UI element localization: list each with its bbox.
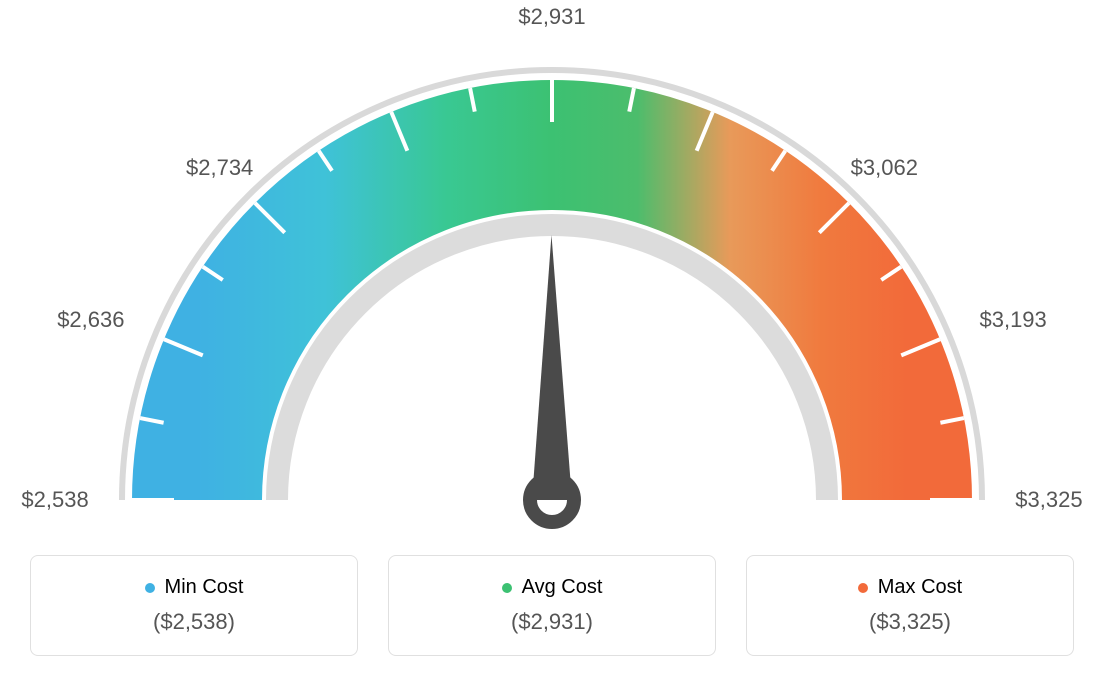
avg-cost-title: Avg Cost [399, 576, 705, 599]
min-cost-label: Min Cost [165, 576, 244, 599]
bullet-icon [858, 583, 868, 593]
gauge-needle [530, 235, 574, 522]
gauge-tick-label: $2,636 [57, 307, 124, 333]
bullet-icon [145, 583, 155, 593]
max-cost-value: ($3,325) [757, 609, 1063, 635]
gauge-tick-label: $2,538 [21, 487, 88, 513]
gauge-tick-label: $2,931 [518, 4, 585, 30]
min-cost-value: ($2,538) [41, 609, 347, 635]
bullet-icon [502, 583, 512, 593]
avg-cost-label: Avg Cost [522, 576, 603, 599]
gauge-tick-label: $3,193 [979, 307, 1046, 333]
min-cost-title: Min Cost [41, 576, 347, 599]
summary-cards: Min Cost ($2,538) Avg Cost ($2,931) Max … [0, 555, 1104, 656]
max-cost-label: Max Cost [878, 576, 962, 599]
avg-cost-value: ($2,931) [399, 609, 705, 635]
gauge-svg [0, 0, 1104, 545]
gauge-tick-label: $3,062 [851, 155, 918, 181]
avg-cost-card: Avg Cost ($2,931) [388, 555, 716, 656]
gauge-tick-label: $3,325 [1015, 487, 1082, 513]
min-cost-card: Min Cost ($2,538) [30, 555, 358, 656]
gauge-chart: $2,538 $2,636 $2,734 $2,931 $3,062 $3,193 $3,3… [0, 0, 1104, 545]
max-cost-title: Max Cost [757, 576, 1063, 599]
gauge-tick-label: $2,734 [186, 155, 253, 181]
max-cost-card: Max Cost ($3,325) [746, 555, 1074, 656]
